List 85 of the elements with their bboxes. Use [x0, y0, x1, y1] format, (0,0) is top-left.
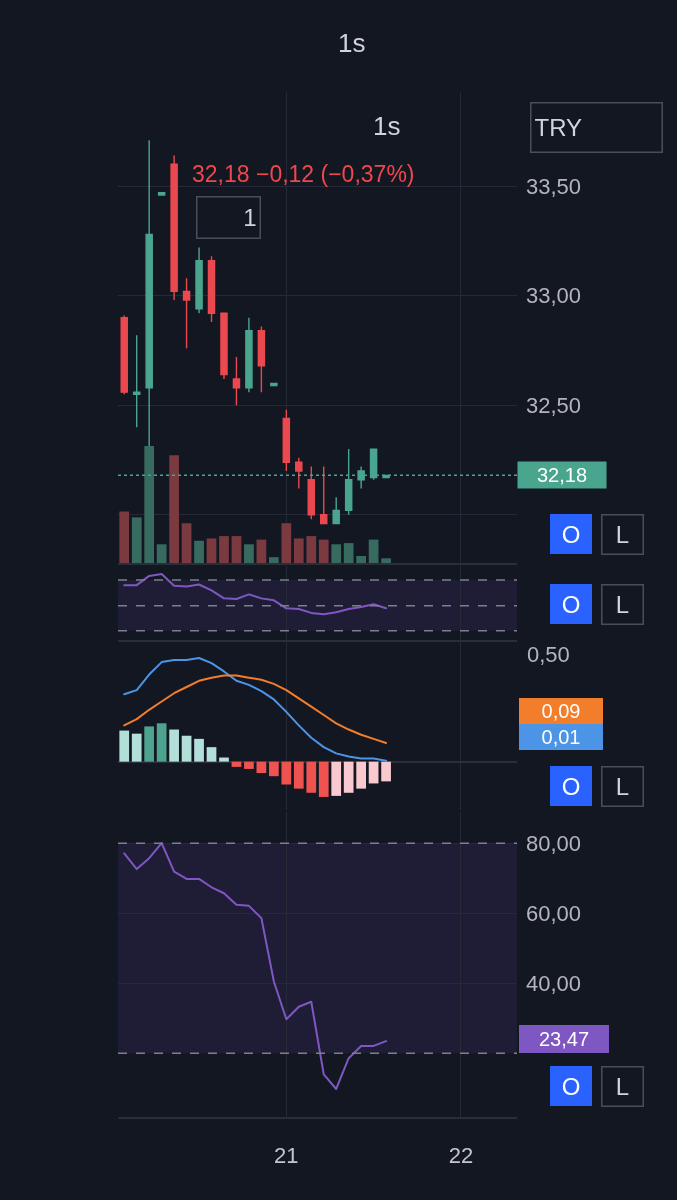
bar [181, 735, 192, 762]
text: 1s [338, 28, 366, 58]
bar [343, 543, 354, 563]
bar [281, 761, 292, 785]
bar [194, 738, 204, 762]
candlestick [207, 255, 216, 323]
text: L [615, 773, 630, 800]
text: 1s [373, 111, 401, 142]
y-tick-label: 33,00 [526, 283, 582, 309]
bar [318, 761, 329, 797]
bar [119, 511, 130, 563]
text: O [561, 520, 581, 548]
text: O [561, 1072, 581, 1100]
bar [244, 544, 254, 563]
bar [156, 723, 167, 762]
candlestick [132, 334, 141, 428]
ref-line-label: 32,18 [536, 464, 588, 486]
bar [219, 536, 229, 563]
text: 23,47 [538, 1028, 590, 1050]
candlestick [257, 325, 266, 393]
text: L [615, 521, 630, 548]
bar [144, 446, 155, 563]
y-tick-label: 40,00 [526, 970, 582, 996]
text: 0,50 [527, 642, 570, 667]
bar [131, 517, 142, 563]
bar [256, 539, 267, 563]
annotation: 1 [243, 204, 257, 231]
bar [231, 536, 242, 563]
bar [206, 747, 217, 762]
bar [381, 761, 391, 782]
bar [306, 536, 317, 563]
bar [331, 544, 342, 563]
candlestick [232, 356, 241, 406]
candlestick [182, 277, 191, 350]
bar [331, 761, 342, 796]
bar [231, 761, 242, 767]
bar [206, 538, 217, 563]
x-tick-label: 21 [274, 1143, 299, 1169]
bar [356, 761, 366, 789]
bar [281, 523, 292, 563]
text: L [615, 1073, 630, 1100]
bar [144, 726, 155, 762]
y-tick-label: 33,50 [526, 173, 582, 199]
candlestick [170, 154, 178, 301]
bar [343, 761, 354, 793]
bar [244, 761, 254, 769]
bar [356, 555, 366, 563]
candlestick [319, 465, 328, 525]
bar [131, 733, 142, 762]
bar [293, 538, 304, 563]
bar [306, 761, 317, 793]
text: O [561, 772, 581, 800]
bar [169, 729, 179, 762]
candlestick [120, 314, 128, 396]
bar [269, 557, 279, 563]
bar [169, 455, 179, 563]
bar [194, 540, 204, 563]
bar [269, 761, 279, 777]
candlestick [332, 496, 340, 525]
text: O [561, 590, 581, 618]
bar [381, 558, 391, 563]
text: 0,09 [541, 700, 581, 722]
line-series [123, 842, 388, 1090]
text: TRY [534, 114, 583, 141]
text: L [615, 591, 630, 618]
candlestick [295, 457, 303, 490]
candlestick [157, 192, 166, 196]
bar [368, 539, 379, 563]
text: 32,18 −0,12 (−0,37%) [192, 161, 415, 187]
bar [318, 539, 329, 563]
bar [219, 757, 229, 762]
candlestick [220, 312, 228, 380]
bar [156, 544, 167, 563]
text: 0,01 [541, 726, 581, 748]
y-tick-label: 80,00 [526, 830, 582, 856]
candlestick [195, 246, 203, 314]
y-tick-label: 60,00 [526, 900, 582, 926]
x-tick-label: 22 [448, 1143, 474, 1169]
y-tick-label: 32,50 [526, 392, 582, 418]
candlestick [245, 316, 253, 393]
candlestick [282, 408, 291, 472]
bar [119, 730, 130, 762]
bar [293, 761, 304, 789]
candlestick [307, 465, 316, 520]
bar [181, 523, 192, 563]
